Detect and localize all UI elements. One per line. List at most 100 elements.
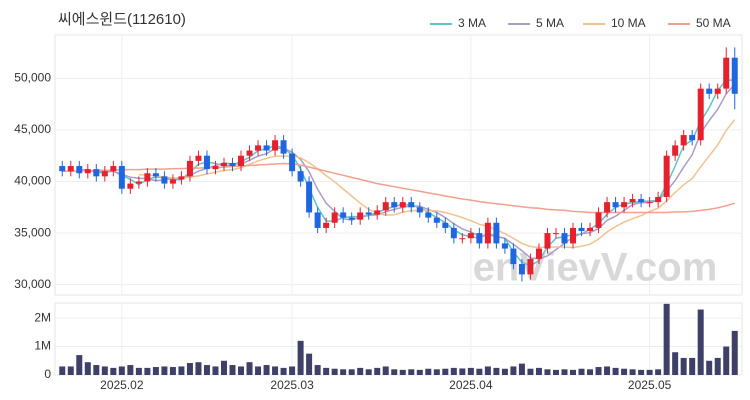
volume-bar [629,369,636,375]
volume-bar [374,367,381,375]
candle-body [229,162,236,167]
candle-body [638,199,645,203]
volume-bar [612,367,619,375]
volume-bar [144,367,151,375]
candle-body [433,217,440,223]
ma-line [62,162,735,214]
candle-body [152,173,159,177]
candle-body [459,238,466,240]
volume-bar [229,365,236,375]
candle-body [161,176,168,184]
volume-bar [161,366,168,375]
candle-body [93,169,100,177]
volume-bar [306,353,313,375]
candle-body [382,202,389,211]
candle-body [612,202,619,208]
candle-body [67,166,74,172]
candle-body [493,222,500,244]
legend-label: 5 MA [536,16,564,30]
volume-bar [570,369,577,375]
watermark: enVievV.com [473,246,718,290]
volume-bar [697,309,704,375]
y-tick-label: 30,000 [14,277,51,291]
volume-bar [442,368,449,375]
candle-body [357,212,364,220]
x-tick-label: 2025.03 [270,378,314,392]
volume-bar [399,369,406,375]
volume-bar [348,369,355,375]
candle-body [246,150,253,156]
volume-bar [433,369,440,375]
candle-body [680,135,687,146]
candle-body [323,222,330,228]
candle-body [365,212,372,215]
candle-body [467,233,474,239]
legend-label: 10 MA [611,16,646,30]
volume-bar [323,367,330,375]
candle-body [331,212,338,223]
candle-body [110,166,117,172]
volume-bar [646,369,653,375]
volume-bar [118,366,125,375]
candle-body [646,202,653,204]
candle-body [263,145,270,151]
candle-body [297,171,304,182]
volume-bar [186,363,193,375]
candle-body [76,166,83,174]
volume-bar [731,330,738,375]
candle-body [416,207,423,213]
volume-bar [476,368,483,375]
volume-bar [527,368,534,375]
volume-bar [604,366,611,375]
volume-bar [493,367,500,375]
y-tick-label: 50,000 [14,71,51,85]
candle-body [101,171,108,177]
volume-bar [518,363,525,375]
candle-body [561,233,568,244]
volume-bar [382,366,389,375]
candle-body [484,222,491,244]
volume-bar [689,357,696,375]
volume-bar [76,355,83,375]
legend-label: 50 MA [696,16,731,30]
candle-body [672,145,679,156]
volume-bar [195,362,202,375]
candle-body [178,176,185,180]
volume-bar [84,362,91,375]
candle-body [306,181,313,213]
volume-bar [391,369,398,375]
candle-body [689,135,696,141]
y-tick-label: 2M [34,310,51,324]
candle-body [314,212,321,228]
candle-body [552,233,559,235]
volume-bar [638,369,645,375]
volume-bar [365,369,372,375]
volume-bar [467,367,474,375]
candle-body [544,233,551,249]
volume-bar [255,366,262,375]
volume-bar [408,369,415,375]
volume-bar [552,369,559,375]
candle-body [604,202,611,213]
candle-body [289,153,296,172]
candle-body [510,248,517,265]
volume-bar [152,367,159,375]
volume-bar [723,346,730,375]
candle-body [595,212,602,228]
candle-body [706,88,713,94]
volume-bar [220,360,227,375]
volume-bar [680,357,687,375]
volume-bar [459,368,466,375]
candle-body [450,227,457,239]
candle-body [135,181,142,184]
candle-body [186,160,193,177]
volume-bar [331,368,338,375]
volume-bar [67,366,74,375]
y-tick-label: 45,000 [14,122,51,136]
candle-body [280,140,287,154]
volume-bar [544,369,551,375]
volume-bar [212,366,219,375]
volume-bar [263,365,270,375]
candle-body [195,155,202,161]
volume-bar [135,367,142,375]
